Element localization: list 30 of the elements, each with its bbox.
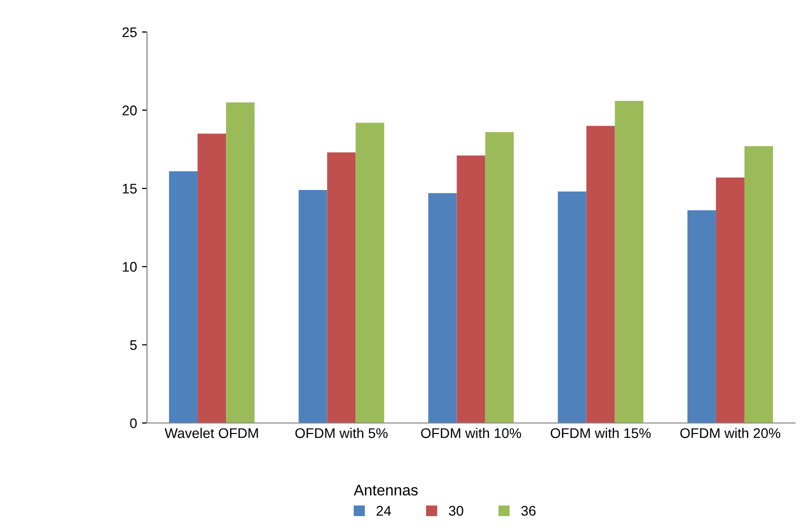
x-tick-label: OFDM with 10% [421, 428, 522, 438]
bar [428, 193, 457, 423]
y-tick-label: 15 [122, 184, 137, 194]
bar [716, 177, 744, 423]
y-tick-label: 20 [122, 106, 137, 116]
y-tick-label: 25 [122, 27, 137, 38]
bar [744, 146, 773, 423]
bar [485, 132, 514, 423]
bar [558, 192, 586, 423]
x-tick-label: OFDM with 20% [680, 428, 780, 438]
legend-label: 24 [376, 506, 391, 516]
x-tick-label: Wavelet OFDM [164, 428, 258, 438]
bar [327, 152, 356, 423]
legend-label: 36 [521, 506, 536, 516]
bar [226, 102, 255, 423]
bar [456, 156, 486, 423]
legend-label: 30 [448, 506, 464, 516]
bar [198, 134, 226, 423]
bar [687, 210, 716, 423]
y-tick-label: 5 [130, 340, 137, 350]
legend-title: Antennas [354, 484, 418, 496]
y-tick-label: 10 [122, 262, 137, 272]
bar [298, 190, 328, 423]
x-tick-label: OFDM with 5% [295, 428, 388, 438]
bar [614, 100, 644, 423]
bar [586, 126, 615, 423]
y-tick-label: 0 [130, 418, 137, 428]
x-tick-label: OFDM with 15% [550, 428, 651, 438]
bar [356, 122, 384, 423]
bar [169, 171, 198, 423]
